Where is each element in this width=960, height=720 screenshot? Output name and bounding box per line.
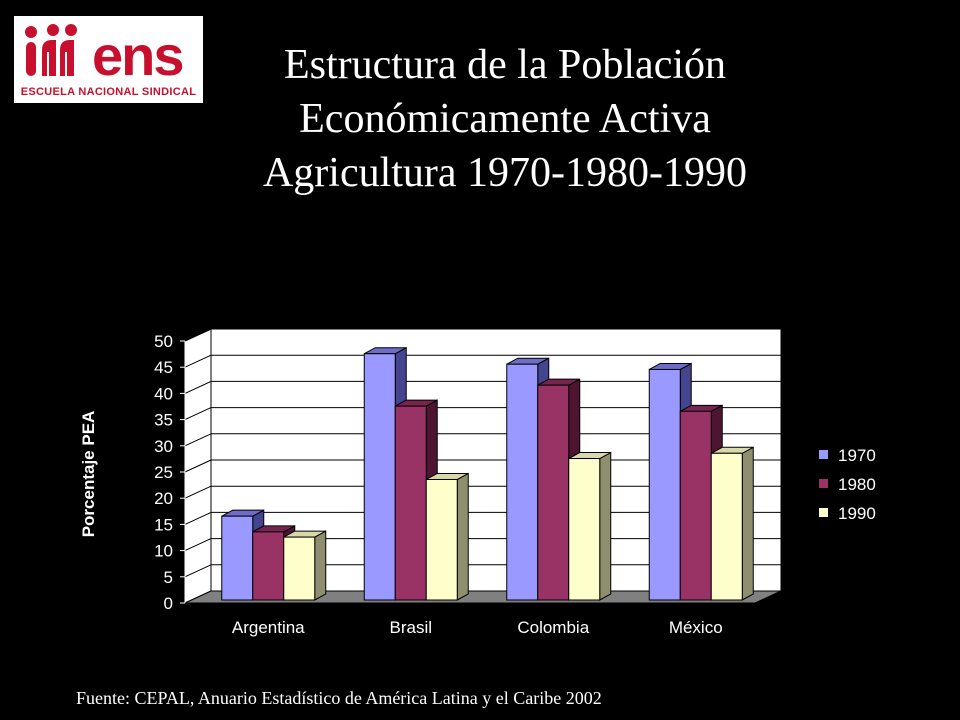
bar-front	[363, 353, 396, 601]
bar-brasil-1990	[425, 472, 469, 601]
legend-label-1980: 1980	[838, 475, 876, 494]
y-tick-label: 20	[154, 489, 173, 508]
y-tick-label: 30	[154, 437, 173, 456]
x-tick-label: Brasil	[389, 618, 432, 637]
legend-swatch-1970	[819, 450, 828, 459]
y-tick-label: 35	[154, 411, 173, 430]
legend-label-1970: 1970	[838, 446, 876, 465]
bar-side	[314, 530, 327, 601]
bar-front	[506, 363, 539, 601]
bar-front	[537, 384, 570, 601]
title-line-2: Económicamente Activa	[299, 96, 711, 142]
gridline-side	[184, 433, 212, 447]
bar-side	[599, 451, 612, 601]
bar-argentina-1990	[283, 530, 327, 601]
bar-front	[221, 515, 254, 601]
source-note: Fuente: CEPAL, Anuario Estadístico de Am…	[76, 688, 602, 708]
y-tick-label: 45	[154, 358, 173, 377]
x-tick-label: Argentina	[232, 618, 305, 637]
y-tick-label: 10	[154, 542, 173, 561]
bar-side	[741, 446, 754, 601]
title-line-1: Estructura de la Población	[283, 42, 727, 88]
y-tick-label: 5	[164, 568, 173, 587]
bar-colombia-1990	[568, 451, 612, 601]
bar-front	[648, 368, 681, 601]
x-axis-ticks: Argentina Brasil Colombia México	[232, 618, 723, 637]
gridline-side	[184, 485, 212, 499]
gridline-side	[184, 380, 212, 394]
legend-label-1990: 1990	[838, 504, 876, 523]
bar-front	[679, 410, 712, 601]
y-tick-label: 50	[154, 332, 173, 351]
x-tick-label: Colombia	[517, 618, 589, 637]
gridline-side	[184, 564, 212, 578]
gridline-side	[184, 538, 212, 552]
legend-swatch-1990	[819, 508, 828, 517]
bar-front	[283, 536, 316, 601]
title-line-3: Agricultura 1970-1980-1990	[262, 150, 748, 196]
ens-logo-mark: ens	[25, 24, 185, 82]
gridline-side	[184, 328, 212, 342]
y-tick-label: 0	[164, 594, 173, 613]
logo-text: ESCUELA NACIONAL SINDICAL	[20, 86, 197, 98]
bar-front	[568, 458, 601, 601]
legend-swatch-1980	[819, 479, 828, 488]
y-tick-label: 40	[154, 384, 173, 403]
ens-logo: ens ESCUELA NACIONAL SINDICAL	[14, 16, 203, 103]
bar-méxico-1990	[710, 446, 754, 601]
bar-side	[456, 472, 469, 601]
gridline-side	[184, 354, 212, 368]
bars	[221, 346, 754, 601]
floor	[184, 590, 782, 604]
bar-front	[252, 531, 285, 601]
y-axis-ticks: 0 5 10 15 20 25 30 35 40 45 50	[154, 332, 186, 613]
bar-front	[710, 452, 743, 601]
logo-mark-text: ens	[92, 24, 183, 82]
gridline-side	[184, 511, 212, 525]
page-title: Estructura de la Población Económicament…	[180, 38, 830, 200]
y-tick-label: 25	[154, 463, 173, 482]
x-tick-label: México	[669, 618, 723, 637]
bar-front	[425, 478, 458, 601]
y-axis-label: Porcentaje PEA	[79, 411, 98, 538]
gridline-side	[184, 407, 212, 421]
bar-front	[394, 405, 427, 601]
y-tick-label: 15	[154, 515, 173, 534]
gridline-side	[184, 459, 212, 473]
legend: 1970 1980 1990	[819, 446, 876, 523]
